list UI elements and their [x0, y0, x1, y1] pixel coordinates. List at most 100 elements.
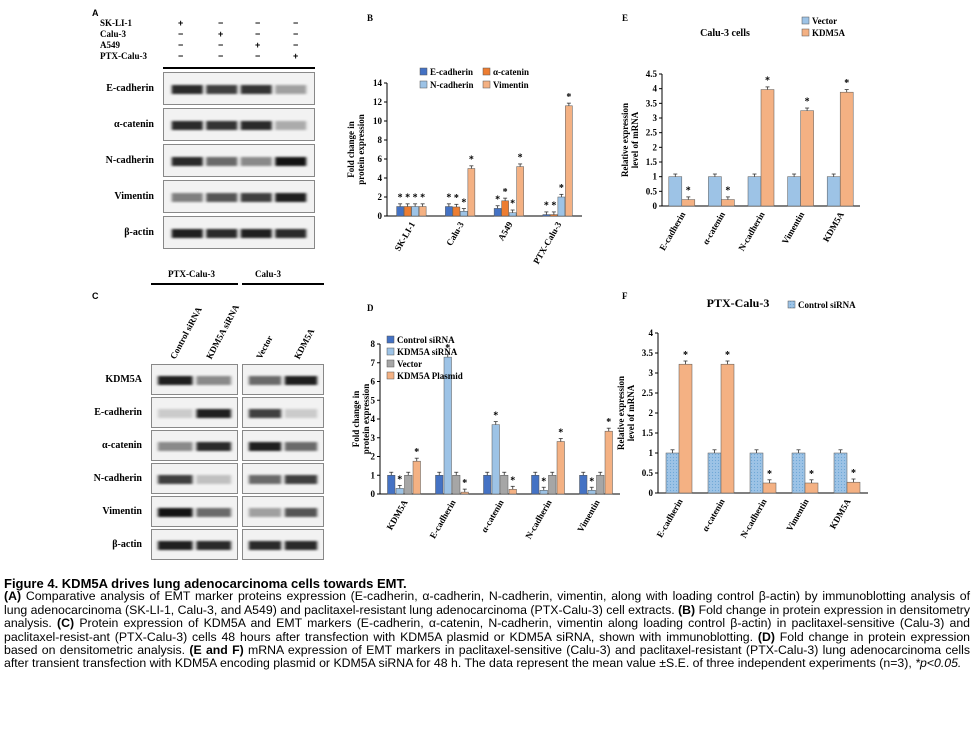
y-tick-label: 2.5: [646, 128, 658, 138]
bar: [747, 176, 762, 207]
panel-a-row-label: α-catenin: [113, 119, 154, 130]
y-tick-label: 14: [373, 78, 383, 88]
panel-c-band: [156, 475, 233, 484]
y-axis-label: Relative expression: [620, 103, 630, 177]
y-tick-label: 10: [373, 116, 383, 126]
significance-star: *: [767, 469, 772, 480]
panel-c-row-label: Vimentin: [102, 506, 142, 517]
bar: [467, 168, 476, 217]
significance-star: *: [844, 78, 849, 89]
panel-a-condition-label: A549: [100, 40, 120, 50]
panel-c-row-label: N-cadherin: [93, 473, 142, 484]
legend-swatch: [482, 67, 491, 76]
significance-star: *: [462, 478, 467, 489]
x-tick-label: KDM5A: [821, 210, 846, 244]
y-tick-label: 7: [371, 358, 376, 368]
y-tick-label: 0: [378, 211, 383, 221]
bar: [565, 105, 573, 217]
panel-c-blot-strip: [242, 529, 324, 560]
panel-c-band: [156, 508, 233, 517]
panel-c-group-calu-rule: [242, 283, 324, 285]
bar: [720, 363, 735, 494]
panel-a-sign: +: [255, 40, 261, 50]
legend-label: Control siRNA: [798, 300, 856, 310]
x-tick-label: E-cadherin: [655, 497, 685, 539]
legend-label: KDM5A Plasmid: [397, 371, 463, 381]
significance-star: *: [589, 476, 594, 487]
panel-a-condition-label: SK-LI-1: [100, 18, 133, 28]
panel-a-condition-label: Calu-3: [100, 29, 127, 39]
panel-c-lane-label: KDM5A: [292, 326, 317, 361]
x-tick-label: Calu-3: [444, 220, 466, 248]
y-tick-label: 1: [653, 172, 658, 182]
panel-c-blot-strip: [242, 397, 324, 428]
significance-star: *: [559, 183, 564, 194]
significance-star: *: [495, 194, 500, 205]
bar: [800, 110, 814, 207]
panel-c-row-label: KDM5A: [105, 374, 142, 385]
bar: [412, 460, 421, 495]
bar: [579, 475, 588, 495]
panel-a-band: [170, 229, 308, 238]
y-tick-label: 3: [653, 113, 658, 123]
panel-c-group-ptx-rule: [151, 283, 238, 285]
legend-swatch: [386, 347, 395, 356]
bar: [587, 490, 596, 495]
panel-c-row-label: E-cadherin: [94, 407, 142, 418]
y-tick-label: 2: [653, 142, 658, 152]
x-tick-label: Vimentin: [784, 497, 810, 533]
x-tick-label: E-cadherin: [657, 210, 687, 252]
bar: [508, 212, 517, 217]
significance-star: *: [551, 201, 556, 212]
significance-star: *: [405, 193, 410, 204]
panel-c-letter: C: [92, 291, 99, 301]
caption-c-text: Protein expression of KDM5A and EMT mark…: [4, 616, 970, 644]
panel-a-sign: +: [178, 18, 184, 28]
panel-a-sign: +: [293, 51, 299, 61]
y-axis-label: Fold change in: [346, 121, 356, 178]
bar: [531, 475, 540, 495]
significance-star: *: [765, 76, 770, 87]
y-tick-label: 4: [653, 84, 658, 94]
panel-a-band: [170, 121, 308, 130]
caption-ef-label: (E and F): [189, 643, 244, 658]
bar: [846, 481, 861, 494]
legend-swatch: [482, 80, 491, 89]
panel-a-sign: +: [218, 29, 224, 39]
bar: [491, 424, 500, 495]
bar: [791, 452, 806, 494]
panel-a-row-label: E-cadherin: [106, 83, 154, 94]
bar: [411, 206, 419, 217]
legend-label: Vector: [812, 16, 837, 26]
panel-a-band: [170, 193, 308, 202]
panel-a-condition-label: PTX-Calu-3: [100, 51, 147, 61]
panel-a-sign: −: [178, 51, 184, 61]
panel-c-group-calu: Calu-3: [255, 269, 282, 279]
significance-star: *: [725, 350, 730, 361]
bar: [516, 166, 524, 217]
significance-star: *: [683, 350, 688, 361]
panel-c-band: [156, 409, 233, 418]
caption-b-label: (B): [678, 602, 696, 617]
x-tick-label: α-catenin: [479, 498, 506, 534]
x-tick-label: Vimentin: [575, 498, 601, 534]
y-tick-label: 2: [371, 452, 376, 462]
legend-label: KDM5A: [812, 28, 845, 38]
significance-star: *: [469, 155, 474, 166]
significance-star: *: [503, 187, 508, 198]
bar: [445, 206, 453, 217]
panel-a-letter: A: [92, 8, 99, 18]
y-tick-label: 3: [649, 368, 654, 378]
significance-star: *: [493, 411, 498, 422]
panel-a-row-label: β-actin: [124, 227, 154, 238]
significance-star: *: [454, 193, 459, 204]
bar: [668, 176, 683, 207]
bar: [839, 91, 854, 207]
bar: [550, 214, 558, 217]
bar: [483, 475, 492, 495]
significance-star: *: [558, 428, 563, 439]
y-axis-label: protein expression: [361, 384, 371, 454]
panel-a-sign: −: [293, 18, 299, 28]
significance-star: *: [851, 468, 856, 479]
y-tick-label: 4: [378, 173, 383, 183]
